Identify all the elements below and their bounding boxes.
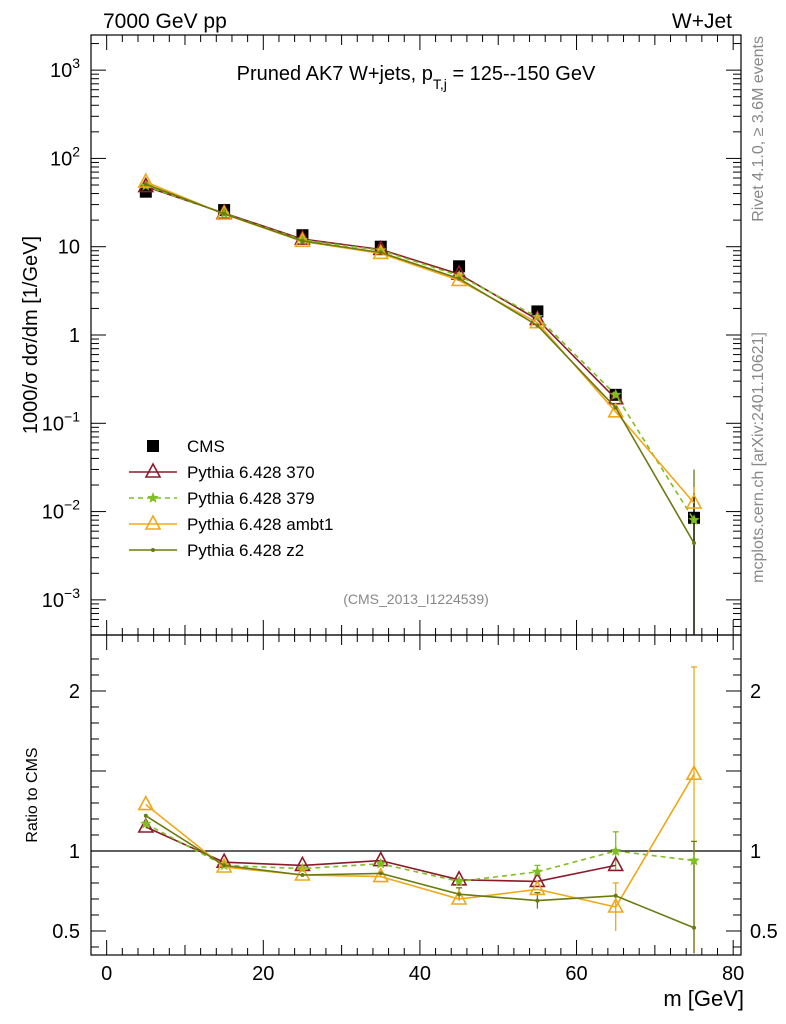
- main-point-p379: [688, 514, 700, 525]
- ratio-point-p379: [375, 857, 387, 869]
- ratio-point-p379: [453, 875, 465, 887]
- main-point-ambt1: [450, 270, 468, 287]
- ratio-y-tick-label: 2: [69, 681, 80, 703]
- header-left: 7000 GeV pp: [103, 10, 227, 33]
- main-y-tick-label: 1: [69, 325, 80, 347]
- main-point-p379: [610, 388, 622, 400]
- main-point-z2: [300, 239, 305, 244]
- ratio-point-z2: [457, 892, 462, 897]
- ratio-line-ambt1: [145, 773, 695, 908]
- main-point-ambt1: [685, 493, 703, 509]
- legend-marker-p379: [147, 492, 159, 503]
- ratio-line-z2: [145, 815, 695, 929]
- main-title-rest: = 125--150 GeV: [447, 63, 596, 85]
- main-series: [137, 172, 703, 635]
- x-axis-label: m [GeV]: [663, 986, 744, 1011]
- ratio-point-z2: [300, 873, 305, 877]
- axis-ticks: 10−3 10−2 10−1 1 10 102 103 0 20 40 60 80 0.5 0.5 1 1 2 2: [42, 35, 778, 985]
- ratio-y-tick-label: 1: [69, 841, 80, 863]
- ratio-point-ambt1: [685, 764, 703, 781]
- ratio-point-p370: [529, 871, 546, 888]
- x-tick-label: 20: [252, 963, 274, 985]
- legend-label-p370: Pythia 6.428 370: [187, 463, 315, 482]
- legend-marker-ambt1: [144, 514, 162, 530]
- main-line-ambt1: [145, 181, 695, 504]
- ratio-point-z2: [613, 893, 618, 898]
- ratio-y-axis-label: Ratio to CMS: [24, 747, 41, 842]
- x-tick-label: 60: [565, 963, 587, 985]
- main-point-z2: [222, 211, 227, 216]
- ratio-line-p379: [145, 823, 695, 883]
- main-y-tick-label: 10−1: [42, 408, 80, 435]
- ratio-panel-frame: [90, 634, 742, 956]
- ratio-point-p379: [531, 865, 544, 877]
- ratio-point-p379: [140, 817, 152, 829]
- main-line-z2: [145, 183, 695, 544]
- main-point-p370: [294, 229, 311, 245]
- ratio-point-ambt1: [607, 897, 625, 913]
- ratio-point-z2: [222, 863, 227, 868]
- ratio-point-z2: [378, 871, 383, 876]
- legend-label-p379: Pythia 6.428 379: [187, 489, 315, 508]
- main-point-z2: [692, 541, 697, 546]
- side-label-rivet: Rivet 4.1.0, ≥ 3.6M events: [750, 36, 767, 222]
- ratio-point-z2: [143, 813, 148, 818]
- ratio-y-tick-label-right: 1: [750, 841, 761, 863]
- ratio-series: [137, 666, 703, 954]
- main-y-tick-label: 103: [50, 55, 80, 82]
- ratio-point-p370: [450, 870, 468, 886]
- main-y-tick-label: 102: [50, 143, 80, 170]
- main-y-tick-label: 10−2: [42, 497, 80, 524]
- ratio-point-z2: [692, 925, 697, 930]
- main-point-z2: [143, 182, 148, 187]
- main-point-z2: [457, 276, 462, 281]
- main-y-tick-label: 10−3: [42, 585, 80, 612]
- ratio-point-ambt1: [294, 865, 311, 881]
- ratio-point-z2: [535, 898, 540, 903]
- x-tick-label: 80: [722, 963, 744, 985]
- main-point-z2: [378, 250, 383, 255]
- ratio-point-ambt1: [450, 889, 468, 905]
- main-title-subscript: T,j: [433, 76, 447, 92]
- main-point-z2: [535, 323, 540, 328]
- main-title: Pruned AK7 W+jets, pT,j = 125--150 GeV: [237, 63, 596, 92]
- main-point-z2: [613, 405, 618, 410]
- side-label-mcplots: mcplots.cern.ch [arXiv:2401.10621]: [750, 332, 767, 583]
- main-point-p379: [531, 311, 544, 322]
- legend-marker-z2: [151, 548, 155, 552]
- main-point-ambt1: [137, 172, 155, 188]
- main-line-p379: [145, 185, 695, 521]
- legend: CMS Pythia 6.428 370 Pythia 6.428 379 Pythi…: [129, 437, 333, 560]
- legend-label-cms: CMS: [187, 437, 225, 456]
- ratio-y-tick-label: 0.5: [52, 921, 80, 943]
- ratio-point-ambt1: [137, 794, 155, 811]
- main-point-ambt1: [529, 312, 546, 329]
- legend-marker-p370: [144, 462, 162, 478]
- x-tick-label: 40: [409, 963, 431, 985]
- ratio-point-ambt1: [529, 879, 546, 896]
- main-y-axis-label: 1000/σ dσ/dm [1/GeV]: [20, 236, 42, 434]
- header-right: W+Jet: [672, 10, 732, 33]
- ratio-y-tick-label-right: 0.5: [750, 921, 778, 943]
- main-y-tick-label: 10: [58, 237, 80, 259]
- analysis-watermark: (CMS_2013_I1224539): [343, 591, 489, 607]
- legend-label-z2: Pythia 6.428 z2: [187, 541, 304, 560]
- main-title-text: Pruned AK7 W+jets, p: [237, 63, 433, 85]
- legend-marker-cms: [147, 440, 159, 452]
- legend-label-ambt1: Pythia 6.428 ambt1: [187, 515, 333, 534]
- ratio-point-p370: [607, 855, 625, 872]
- ratio-y-tick-label-right: 2: [750, 681, 761, 703]
- ratio-point-p379: [688, 854, 700, 866]
- x-tick-label: 0: [101, 963, 112, 985]
- ratio-point-p379: [610, 845, 622, 856]
- main-point-ambt1: [607, 402, 625, 418]
